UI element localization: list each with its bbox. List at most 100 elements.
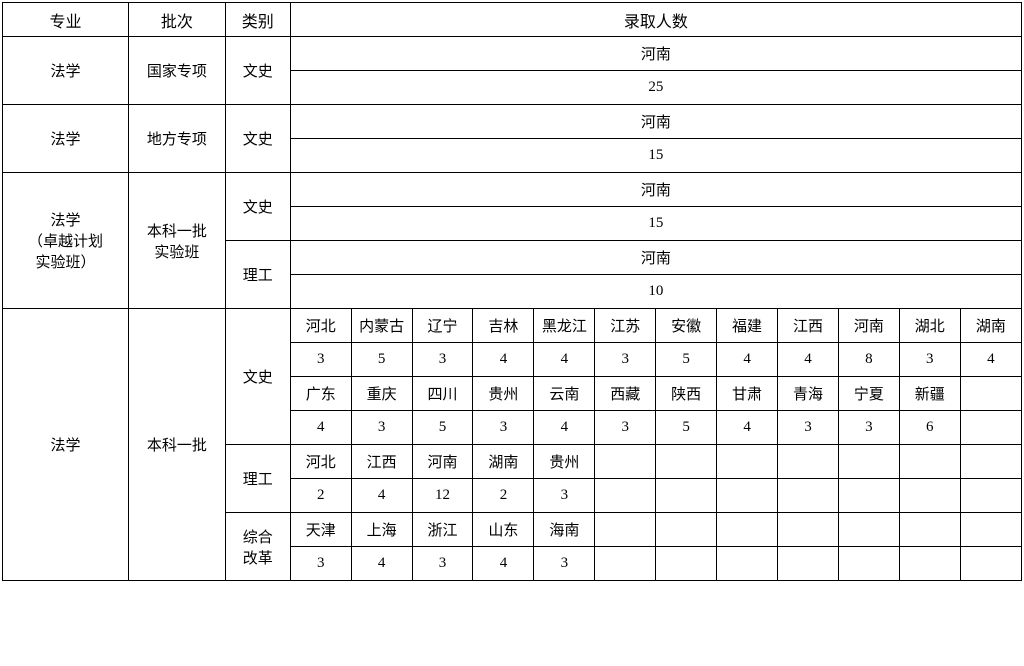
val: 4 bbox=[351, 479, 412, 513]
hdr-batch: 批次 bbox=[129, 3, 226, 37]
val: 6 bbox=[899, 411, 960, 445]
val: 3 bbox=[778, 411, 839, 445]
blank bbox=[717, 513, 778, 547]
blank bbox=[899, 547, 960, 581]
s2-row1: 法学 地方专项 文史 河南 bbox=[3, 105, 1022, 139]
val: 5 bbox=[412, 411, 473, 445]
s1-category: 文史 bbox=[225, 37, 290, 105]
blank bbox=[778, 547, 839, 581]
blank bbox=[899, 479, 960, 513]
val: 2 bbox=[290, 479, 351, 513]
blank bbox=[656, 445, 717, 479]
s4-lg-cat: 理工 bbox=[225, 445, 290, 513]
val: 4 bbox=[534, 411, 595, 445]
hdr-count: 录取人数 bbox=[290, 3, 1021, 37]
s4-ws-cat: 文史 bbox=[225, 309, 290, 445]
blank bbox=[838, 445, 899, 479]
hdr-major: 专业 bbox=[3, 3, 129, 37]
prov: 江西 bbox=[351, 445, 412, 479]
blank bbox=[960, 377, 1021, 411]
val: 4 bbox=[778, 343, 839, 377]
s3-ws-value: 15 bbox=[290, 207, 1021, 241]
val: 3 bbox=[412, 343, 473, 377]
prov: 河南 bbox=[838, 309, 899, 343]
s3-lg-value: 10 bbox=[290, 275, 1021, 309]
s2-batch: 地方专项 bbox=[129, 105, 226, 173]
val: 3 bbox=[595, 411, 656, 445]
blank bbox=[960, 513, 1021, 547]
prov: 吉林 bbox=[473, 309, 534, 343]
prov: 西藏 bbox=[595, 377, 656, 411]
prov: 内蒙古 bbox=[351, 309, 412, 343]
s4-major: 法学 bbox=[3, 309, 129, 581]
blank bbox=[595, 445, 656, 479]
prov: 湖南 bbox=[960, 309, 1021, 343]
prov: 贵州 bbox=[534, 445, 595, 479]
val: 3 bbox=[412, 547, 473, 581]
val: 3 bbox=[595, 343, 656, 377]
prov: 浙江 bbox=[412, 513, 473, 547]
s4-batch: 本科一批 bbox=[129, 309, 226, 581]
prov: 新疆 bbox=[899, 377, 960, 411]
s2-province: 河南 bbox=[290, 105, 1021, 139]
prov: 广东 bbox=[290, 377, 351, 411]
val: 12 bbox=[412, 479, 473, 513]
hdr-category: 类别 bbox=[225, 3, 290, 37]
prov: 河南 bbox=[412, 445, 473, 479]
prov: 湖北 bbox=[899, 309, 960, 343]
s3-batch: 本科一批 实验班 bbox=[129, 173, 226, 309]
s4-ws-r1: 法学 本科一批 文史 河北 内蒙古 辽宁 吉林 黑龙江 江苏 安徽 福建 江西 … bbox=[3, 309, 1022, 343]
blank bbox=[656, 547, 717, 581]
val: 4 bbox=[473, 547, 534, 581]
val: 3 bbox=[290, 547, 351, 581]
s3-ws-province: 河南 bbox=[290, 173, 1021, 207]
blank bbox=[960, 445, 1021, 479]
prov: 河北 bbox=[290, 445, 351, 479]
blank bbox=[960, 411, 1021, 445]
header-row: 专业 批次 类别 录取人数 bbox=[3, 3, 1022, 37]
val: 4 bbox=[290, 411, 351, 445]
val: 3 bbox=[838, 411, 899, 445]
s4-zh-cat: 综合 改革 bbox=[225, 513, 290, 581]
s2-category: 文史 bbox=[225, 105, 290, 173]
prov: 云南 bbox=[534, 377, 595, 411]
val: 3 bbox=[899, 343, 960, 377]
prov: 甘肃 bbox=[717, 377, 778, 411]
prov: 辽宁 bbox=[412, 309, 473, 343]
blank bbox=[656, 479, 717, 513]
s1-value: 25 bbox=[290, 71, 1021, 105]
val: 4 bbox=[717, 343, 778, 377]
prov: 陕西 bbox=[656, 377, 717, 411]
s1-major: 法学 bbox=[3, 37, 129, 105]
val: 4 bbox=[351, 547, 412, 581]
prov: 江苏 bbox=[595, 309, 656, 343]
s2-value: 15 bbox=[290, 139, 1021, 173]
val: 3 bbox=[534, 547, 595, 581]
blank bbox=[595, 513, 656, 547]
blank bbox=[595, 479, 656, 513]
blank bbox=[778, 479, 839, 513]
blank bbox=[838, 479, 899, 513]
blank bbox=[595, 547, 656, 581]
val: 3 bbox=[290, 343, 351, 377]
val: 4 bbox=[534, 343, 595, 377]
blank bbox=[838, 513, 899, 547]
prov: 重庆 bbox=[351, 377, 412, 411]
blank bbox=[717, 479, 778, 513]
prov: 河北 bbox=[290, 309, 351, 343]
prov: 青海 bbox=[778, 377, 839, 411]
val: 5 bbox=[351, 343, 412, 377]
s3-cat-lg: 理工 bbox=[225, 241, 290, 309]
s3-lg-province: 河南 bbox=[290, 241, 1021, 275]
s1-batch: 国家专项 bbox=[129, 37, 226, 105]
val: 4 bbox=[717, 411, 778, 445]
blank bbox=[899, 445, 960, 479]
val: 3 bbox=[534, 479, 595, 513]
prov: 江西 bbox=[778, 309, 839, 343]
blank bbox=[778, 445, 839, 479]
prov: 湖南 bbox=[473, 445, 534, 479]
blank bbox=[778, 513, 839, 547]
prov: 福建 bbox=[717, 309, 778, 343]
s3-cat-ws: 文史 bbox=[225, 173, 290, 241]
val: 4 bbox=[960, 343, 1021, 377]
